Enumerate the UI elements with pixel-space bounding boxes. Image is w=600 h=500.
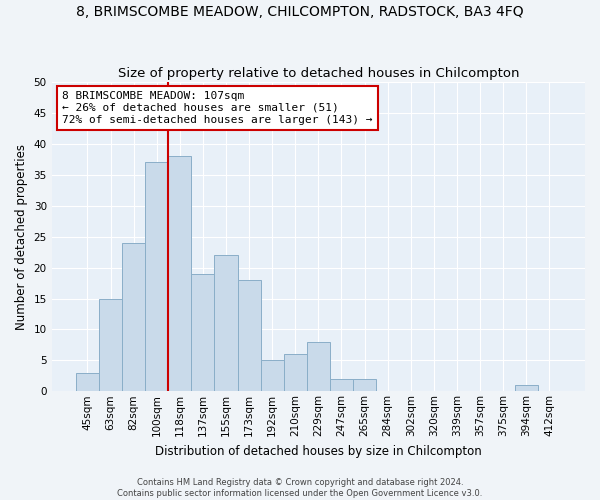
Text: Contains HM Land Registry data © Crown copyright and database right 2024.
Contai: Contains HM Land Registry data © Crown c… [118, 478, 482, 498]
Bar [145, 162, 168, 392]
Bar [307, 342, 330, 392]
Bar [515, 385, 538, 392]
Bar [353, 379, 376, 392]
Bar [191, 274, 214, 392]
Bar [122, 243, 145, 392]
X-axis label: Distribution of detached houses by size in Chilcompton: Distribution of detached houses by size … [155, 444, 482, 458]
Bar [284, 354, 307, 392]
Bar [330, 379, 353, 392]
Bar [168, 156, 191, 392]
Bar [260, 360, 284, 392]
Bar [99, 298, 122, 392]
Bar [238, 280, 260, 392]
Title: Size of property relative to detached houses in Chilcompton: Size of property relative to detached ho… [118, 66, 519, 80]
Text: 8 BRIMSCOMBE MEADOW: 107sqm
← 26% of detached houses are smaller (51)
72% of sem: 8 BRIMSCOMBE MEADOW: 107sqm ← 26% of det… [62, 92, 373, 124]
Text: 8, BRIMSCOMBE MEADOW, CHILCOMPTON, RADSTOCK, BA3 4FQ: 8, BRIMSCOMBE MEADOW, CHILCOMPTON, RADST… [76, 5, 524, 19]
Bar [214, 255, 238, 392]
Y-axis label: Number of detached properties: Number of detached properties [15, 144, 28, 330]
Bar [76, 372, 99, 392]
